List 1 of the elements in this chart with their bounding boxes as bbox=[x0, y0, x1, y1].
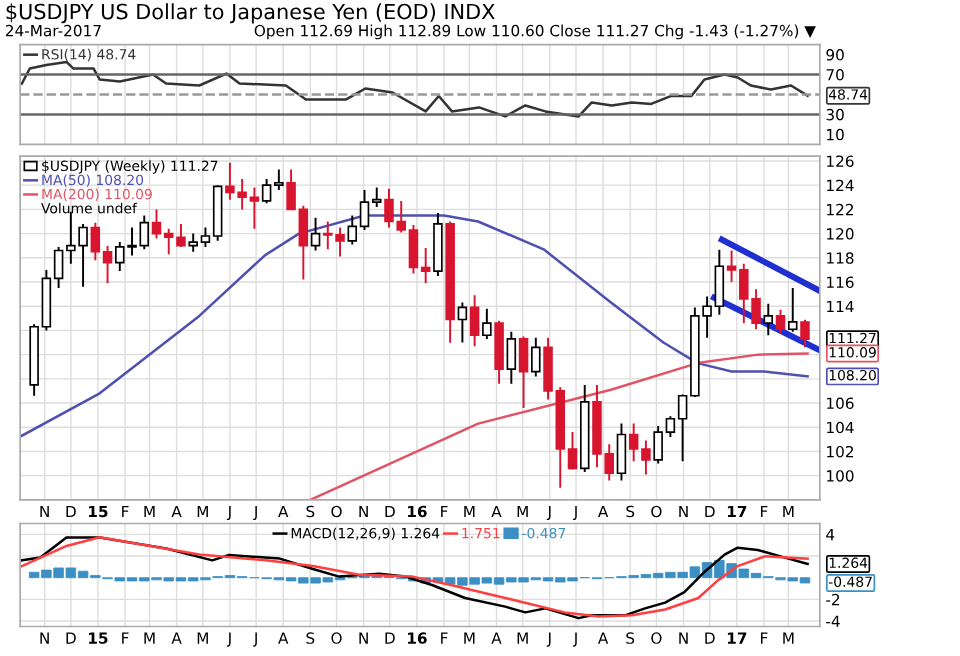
chart-title: $USDJPY US Dollar to Japanese Yen (EOD) INDX bbox=[6, 3, 495, 24]
